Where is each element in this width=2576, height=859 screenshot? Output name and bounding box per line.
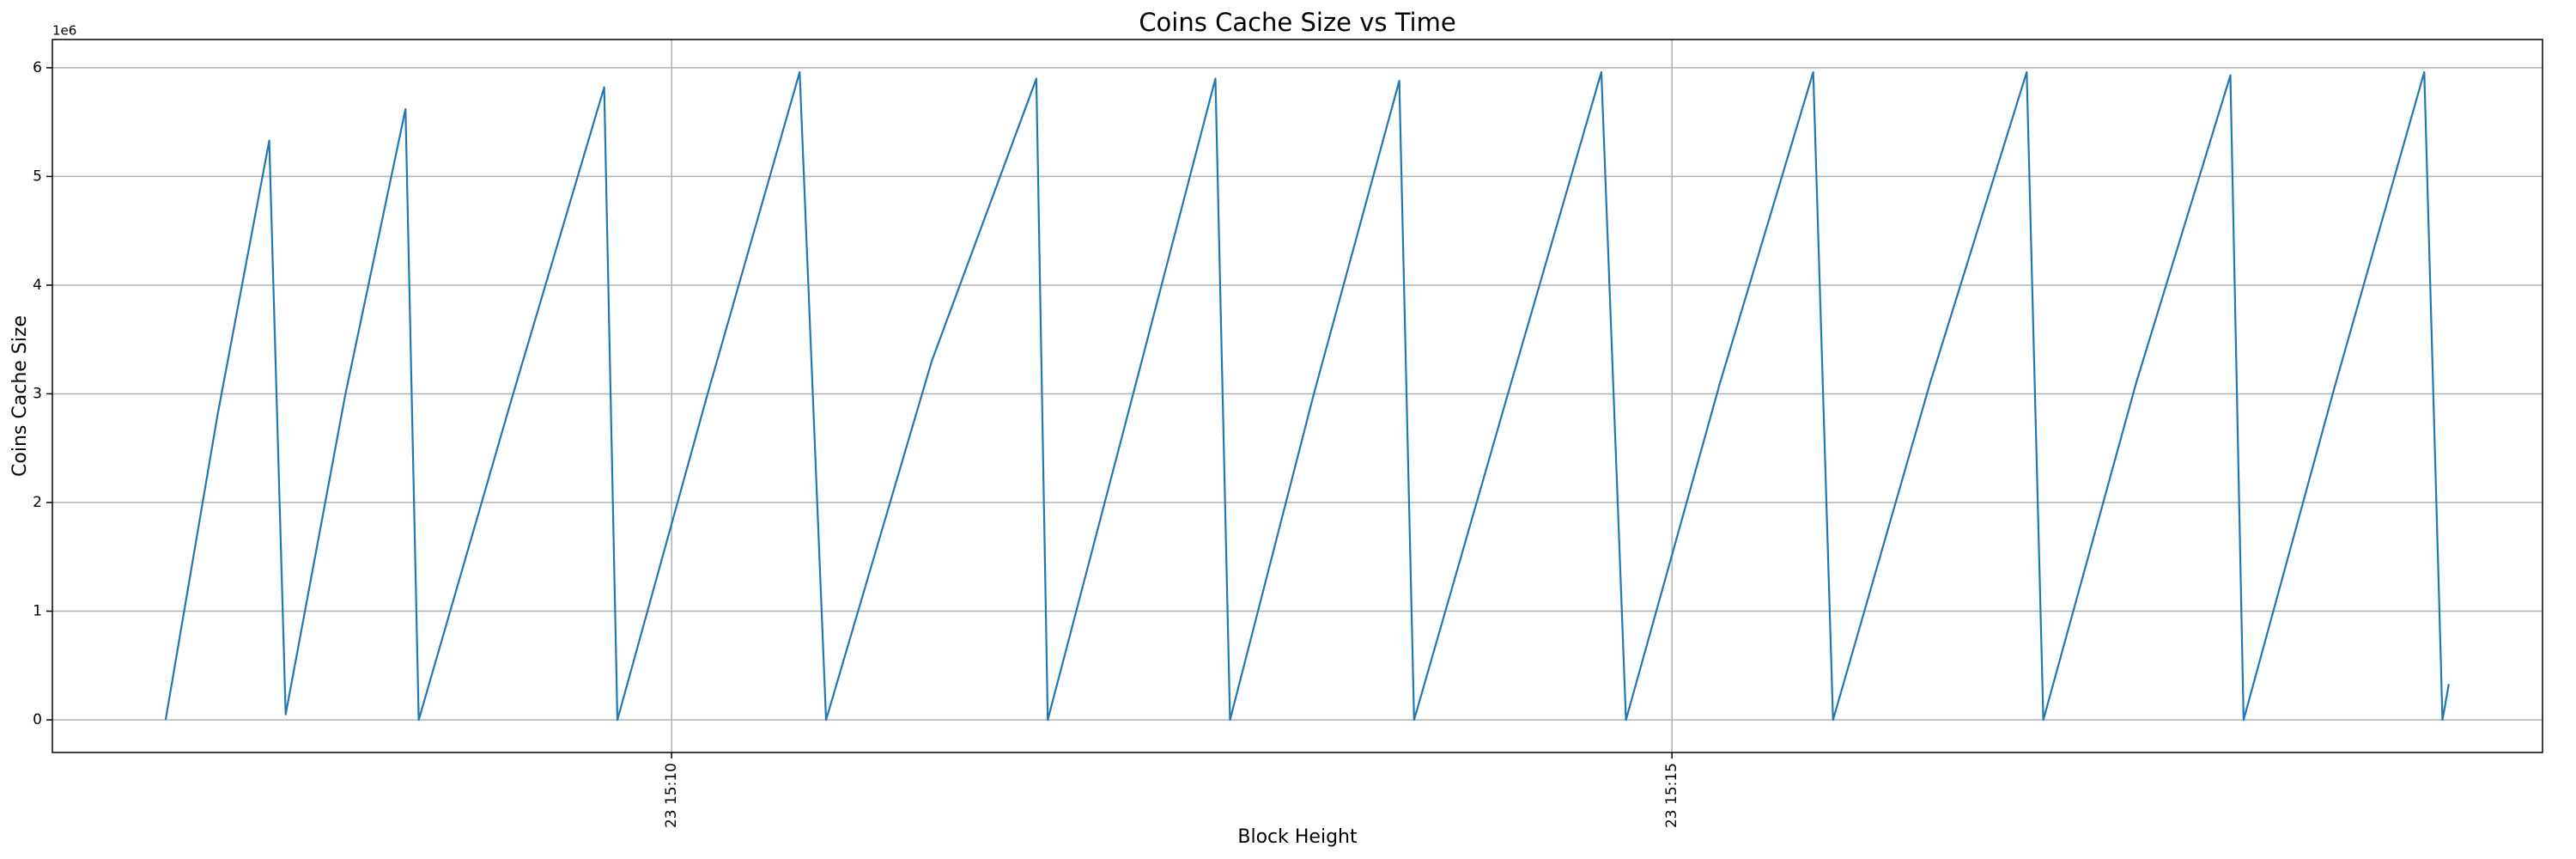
y-tick-label: 0 bbox=[33, 711, 42, 728]
y-tick-label: 6 bbox=[33, 59, 42, 76]
y-tick-label: 4 bbox=[33, 277, 42, 294]
y-tick-label: 3 bbox=[33, 385, 42, 402]
chart-title: Coins Cache Size vs Time bbox=[1139, 8, 1455, 37]
y-offset-label: 1e6 bbox=[52, 23, 76, 39]
x-tick-label: 23 15:15 bbox=[1663, 763, 1680, 828]
y-axis-label: Coins Cache Size bbox=[9, 315, 31, 477]
y-tick-label: 1 bbox=[33, 603, 42, 620]
data-line bbox=[164, 70, 2451, 722]
x-tick-label: 23 15:10 bbox=[663, 763, 680, 828]
y-tick-label: 2 bbox=[33, 494, 42, 511]
plot-frame bbox=[52, 39, 2543, 753]
x-axis-label: Block Height bbox=[1237, 826, 1358, 848]
y-tick-label: 5 bbox=[33, 168, 42, 185]
